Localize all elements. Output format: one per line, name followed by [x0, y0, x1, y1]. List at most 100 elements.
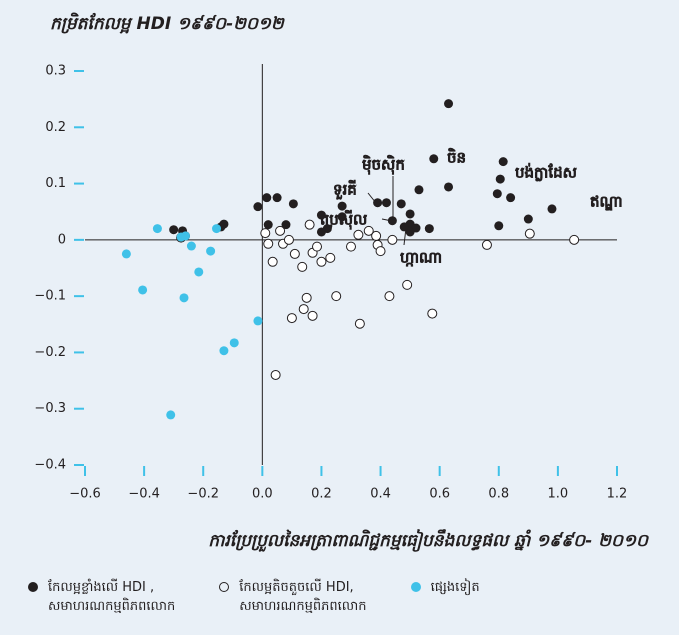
point	[219, 346, 229, 356]
legend-label: ផ្សេងទៀត	[430, 580, 480, 595]
point	[263, 220, 273, 230]
annotation: ចិន	[447, 148, 466, 167]
point	[371, 230, 382, 241]
point	[138, 285, 148, 295]
point	[229, 338, 239, 348]
point	[424, 224, 434, 234]
x-tick-label: 0.8	[488, 487, 509, 502]
x-tick-label: −0.4	[128, 487, 160, 502]
point	[354, 318, 365, 329]
point	[288, 199, 298, 209]
point	[289, 248, 300, 259]
point	[286, 313, 297, 324]
point	[297, 261, 308, 272]
point	[316, 210, 326, 220]
point	[494, 221, 504, 231]
point	[316, 256, 327, 267]
y-tick-label: 0	[58, 232, 66, 247]
chart-title: កម្រិតកែលម្អ HDI ១៩៩០-២០១២	[50, 12, 285, 34]
legend-marker	[219, 582, 230, 592]
point	[396, 199, 406, 209]
point	[325, 252, 336, 263]
point	[375, 246, 386, 257]
point	[363, 225, 374, 236]
point	[523, 214, 533, 224]
point	[253, 202, 263, 212]
point	[169, 225, 179, 235]
point	[402, 279, 413, 290]
point	[281, 220, 291, 230]
x-tick-label: 1.0	[548, 487, 569, 502]
point	[186, 241, 196, 251]
point	[283, 234, 294, 245]
point	[444, 182, 454, 192]
point	[399, 222, 409, 232]
point	[260, 228, 271, 239]
point	[316, 227, 326, 237]
y-tick-label: −0.1	[34, 289, 66, 304]
point	[427, 308, 438, 319]
x-tick-label: 0.2	[311, 487, 332, 502]
point	[547, 204, 557, 214]
y-tick-label: −0.2	[34, 345, 66, 360]
point	[569, 234, 580, 245]
point	[337, 212, 347, 222]
point	[253, 316, 263, 326]
point	[373, 198, 383, 208]
point	[331, 291, 342, 302]
annotation: ម៉ិចស៊ិក	[362, 155, 405, 175]
point	[312, 241, 323, 252]
point	[179, 293, 189, 303]
point	[387, 216, 397, 226]
point	[498, 157, 508, 167]
x-tick-label: −0.2	[187, 487, 219, 502]
legend-label: កែលម្អតិចតួចលើ HDI, សមាហរណកម្មពិភពលោក	[239, 580, 367, 614]
x-tick-label: −0.6	[69, 487, 101, 502]
point	[212, 224, 222, 234]
point	[152, 224, 162, 234]
point	[166, 410, 176, 420]
y-tick-label: −0.3	[34, 401, 66, 416]
point	[384, 291, 395, 302]
legend-label: កែលម្អខ្លាំងលើ HDI , សមាហរណកម្មពិភពលោក	[48, 580, 176, 614]
x-tick-label: 1.2	[607, 487, 628, 502]
x-tick-label: 0.0	[252, 487, 273, 502]
point	[304, 219, 315, 230]
point	[272, 193, 282, 203]
x-axis-label: ការប្រែប្រួលនៃអត្រាពាណិជ្ជកម្មធៀបនឹងលទ្ធ…	[208, 529, 650, 552]
annotations: ចិន បង់ក្លាដែស ឥណ្ឌា ម៉ិចស៊ិក ទួរគី ប្រេ…	[320, 147, 624, 267]
legend-item: កែលម្អខ្លាំងលើ HDI , សមាហរណកម្មពិភពលោក	[28, 578, 175, 616]
point	[405, 209, 415, 219]
annotation: ទួរគី	[333, 180, 357, 200]
y-tick-label: 0.1	[45, 176, 66, 191]
point	[206, 246, 216, 256]
point	[429, 154, 439, 164]
x-tick-label: 0.4	[370, 487, 391, 502]
point	[275, 225, 286, 236]
point	[270, 369, 281, 380]
point	[346, 241, 356, 252]
point	[194, 267, 204, 277]
point	[506, 193, 516, 203]
annotation: ហ្កាណា	[400, 249, 442, 267]
point	[481, 239, 492, 250]
point	[298, 304, 309, 315]
x-tick-label: 0.6	[429, 487, 450, 502]
point	[267, 256, 278, 267]
legend: កែលម្អខ្លាំងលើ HDI , សមាហរណកម្មពិភពលោក កែ…	[28, 578, 668, 616]
y-tick-label: 0.3	[45, 64, 66, 79]
point	[301, 292, 312, 303]
point	[381, 198, 391, 208]
legend-item: កែលម្អតិចតួចលើ HDI, សមាហរណកម្មពិភពលោក	[219, 578, 367, 616]
y-tick-label: −0.4	[34, 458, 66, 473]
legend-marker	[28, 582, 38, 592]
point	[263, 238, 274, 249]
legend-marker	[410, 582, 421, 592]
point	[121, 249, 131, 259]
point	[524, 228, 535, 239]
annotation: បង់ក្លាដែស	[515, 163, 577, 182]
point	[405, 227, 415, 237]
y-tick-label: 0.2	[45, 120, 66, 135]
